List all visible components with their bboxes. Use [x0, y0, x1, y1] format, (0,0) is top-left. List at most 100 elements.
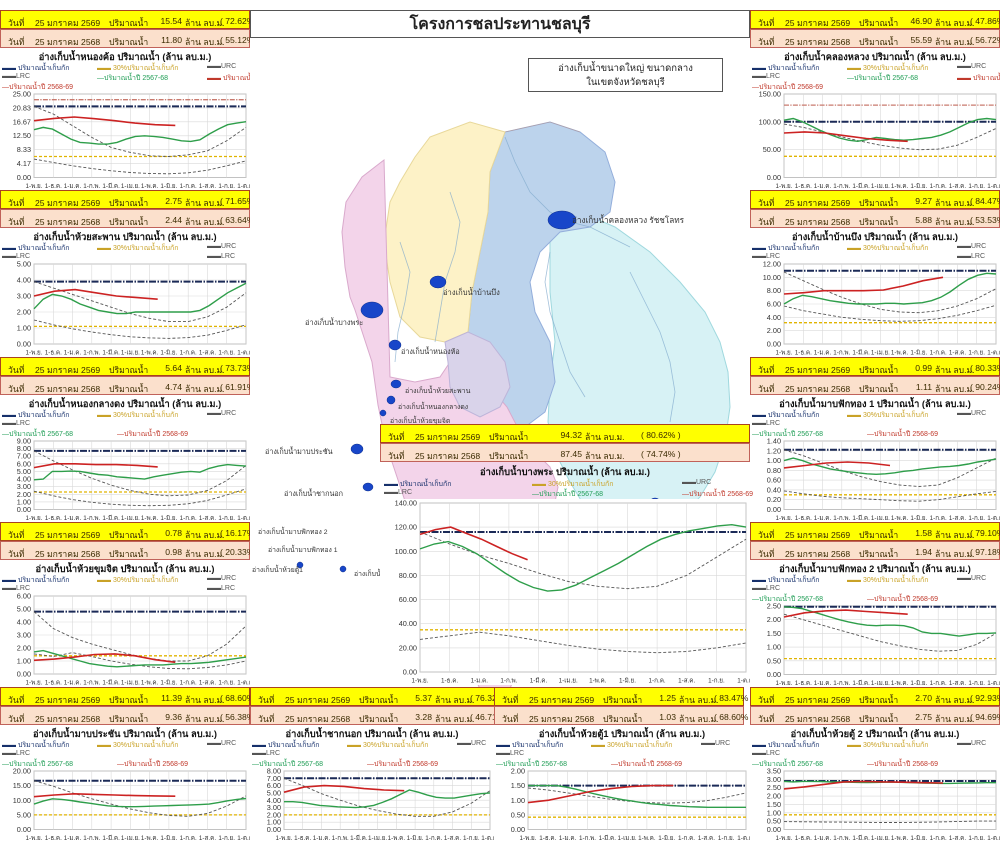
svg-text:9.00: 9.00: [17, 437, 31, 446]
svg-text:1-มิ.ย.: 1-มิ.ย.: [619, 677, 636, 685]
svg-text:1-พ.ย.: 1-พ.ย.: [26, 183, 43, 190]
svg-text:50.00: 50.00: [763, 145, 781, 154]
svg-text:1-ต.ค.: 1-ต.ค.: [987, 183, 1000, 190]
svg-text:1-ก.ค.: 1-ก.ค.: [678, 835, 695, 842]
svg-text:1-ก.พ.: 1-ก.พ.: [833, 835, 850, 842]
svg-text:1-พ.ค.: 1-พ.ค.: [891, 835, 909, 842]
svg-text:1.50: 1.50: [767, 799, 781, 808]
svg-text:4.00: 4.00: [17, 474, 31, 483]
svg-text:0.00: 0.00: [17, 340, 31, 349]
svg-text:4.00: 4.00: [17, 276, 31, 285]
svg-text:0.00: 0.00: [17, 173, 31, 182]
svg-text:1-พ.ย.: 1-พ.ย.: [776, 680, 793, 687]
svg-text:1-ธ.ค.: 1-ธ.ค.: [45, 680, 62, 687]
svg-text:3.50: 3.50: [767, 767, 781, 776]
svg-text:0.40: 0.40: [767, 485, 781, 494]
svg-text:1-ก.ค.: 1-ก.ค.: [649, 678, 666, 685]
svg-text:1-พ.ค.: 1-พ.ค.: [589, 678, 607, 685]
svg-text:1-ก.ค.: 1-ก.ค.: [180, 835, 197, 842]
svg-text:1-ธ.ค.: 1-ธ.ค.: [441, 678, 458, 685]
svg-text:1-ก.ย.: 1-ก.ย.: [718, 835, 735, 842]
svg-text:อ่างเก็บน้ำมาบประชัน: อ่างเก็บน้ำมาบประชัน: [265, 446, 333, 456]
svg-text:1-มิ.ย.: 1-มิ.ย.: [910, 834, 927, 842]
svg-text:1-มี.ค.: 1-มี.ค.: [599, 834, 617, 842]
svg-text:1-ก.ย.: 1-ก.ย.: [968, 515, 985, 522]
svg-text:1-ธ.ค.: 1-ธ.ค.: [45, 350, 62, 357]
svg-text:1-ก.ย.: 1-ก.ย.: [218, 515, 235, 522]
svg-text:1-ธ.ค.: 1-ธ.ค.: [795, 835, 812, 842]
svg-text:1-ก.พ.: 1-ก.พ.: [83, 183, 100, 190]
svg-text:1-ส.ค.: 1-ส.ค.: [444, 835, 461, 842]
svg-text:1-เม.ย.: 1-เม.ย.: [121, 183, 140, 190]
svg-text:1-ก.พ.: 1-ก.พ.: [579, 835, 596, 842]
svg-text:0.50: 0.50: [767, 656, 781, 665]
svg-text:1-มิ.ย.: 1-มิ.ย.: [407, 834, 424, 842]
svg-text:1-ส.ค.: 1-ส.ค.: [199, 350, 216, 357]
svg-text:1.50: 1.50: [767, 628, 781, 637]
svg-text:1-พ.ย.: 1-พ.ย.: [26, 515, 43, 522]
svg-text:1-มี.ค.: 1-มี.ค.: [852, 349, 870, 357]
svg-text:1-เม.ย.: 1-เม.ย.: [871, 515, 890, 522]
svg-text:1-เม.ย.: 1-เม.ย.: [121, 515, 140, 522]
svg-text:1-ส.ค.: 1-ส.ค.: [949, 350, 966, 357]
svg-text:1-พ.ย.: 1-พ.ย.: [26, 835, 43, 842]
svg-text:1.00: 1.00: [17, 324, 31, 333]
svg-text:1-ม.ค.: 1-ม.ค.: [64, 350, 82, 357]
svg-text:1-ม.ค.: 1-ม.ค.: [471, 678, 489, 685]
svg-text:1-ก.ย.: 1-ก.ย.: [218, 350, 235, 357]
svg-text:1-มี.ค.: 1-มี.ค.: [102, 349, 120, 357]
svg-text:1-พ.ย.: 1-พ.ย.: [412, 678, 429, 685]
svg-text:1-พ.ย.: 1-พ.ย.: [26, 350, 43, 357]
svg-text:1-เม.ย.: 1-เม.ย.: [121, 350, 140, 357]
svg-text:1-ก.พ.: 1-ก.พ.: [833, 680, 850, 687]
svg-text:120.00: 120.00: [395, 523, 417, 532]
svg-text:1-ธ.ค.: 1-ธ.ค.: [795, 183, 812, 190]
svg-text:1-ก.ค.: 1-ก.ค.: [180, 680, 197, 687]
svg-text:1-มิ.ย.: 1-มิ.ย.: [910, 679, 927, 687]
svg-text:1-พ.ค.: 1-พ.ค.: [141, 680, 159, 687]
svg-text:1-ม.ค.: 1-ม.ค.: [313, 835, 331, 842]
svg-text:1-ธ.ค.: 1-ธ.ค.: [795, 680, 812, 687]
svg-text:1.20: 1.20: [767, 446, 781, 455]
svg-text:1-เม.ย.: 1-เม.ย.: [871, 183, 890, 190]
svg-text:1.00: 1.00: [767, 642, 781, 651]
svg-text:1-ต.ค.: 1-ต.ค.: [987, 515, 1000, 522]
svg-text:1-ก.ค.: 1-ก.ค.: [180, 183, 197, 190]
svg-text:1-ก.พ.: 1-ก.พ.: [83, 835, 100, 842]
svg-text:1-พ.ค.: 1-พ.ค.: [638, 835, 656, 842]
svg-text:0.00: 0.00: [767, 670, 781, 679]
svg-text:0.00: 0.00: [767, 505, 781, 514]
svg-text:1.40: 1.40: [767, 437, 781, 446]
svg-text:1-มิ.ย.: 1-มิ.ย.: [160, 182, 177, 190]
svg-text:8.00: 8.00: [767, 286, 781, 295]
svg-text:1-พ.ค.: 1-พ.ค.: [891, 183, 909, 190]
svg-text:1-ส.ค.: 1-ส.ค.: [698, 835, 715, 842]
svg-text:1-เม.ย.: 1-เม.ย.: [121, 680, 140, 687]
svg-text:0.00: 0.00: [17, 670, 31, 679]
svg-text:1-ม.ค.: 1-ม.ค.: [814, 835, 832, 842]
svg-text:1-ก.ค.: 1-ก.ค.: [930, 183, 947, 190]
svg-text:1-มี.ค.: 1-มี.ค.: [852, 834, 870, 842]
svg-text:1-ม.ค.: 1-ม.ค.: [559, 835, 577, 842]
svg-text:0.00: 0.00: [767, 825, 781, 834]
svg-text:0.00: 0.00: [17, 825, 31, 834]
svg-text:0.50: 0.50: [767, 816, 781, 825]
svg-text:1-ก.ย.: 1-ก.ย.: [968, 350, 985, 357]
svg-text:8.33: 8.33: [17, 145, 31, 154]
svg-text:1-ก.ย.: 1-ก.ย.: [218, 835, 235, 842]
svg-text:8.00: 8.00: [267, 767, 281, 776]
svg-text:1-พ.ย.: 1-พ.ย.: [776, 183, 793, 190]
svg-text:1-ธ.ค.: 1-ธ.ค.: [539, 835, 556, 842]
svg-text:100.00: 100.00: [395, 547, 417, 556]
svg-text:1-พ.ค.: 1-พ.ค.: [141, 515, 159, 522]
svg-text:1-ก.ค.: 1-ก.ค.: [180, 350, 197, 357]
svg-text:1-พ.ค.: 1-พ.ค.: [141, 835, 159, 842]
svg-text:1-มิ.ย.: 1-มิ.ย.: [910, 514, 927, 522]
svg-text:1-ส.ค.: 1-ส.ค.: [199, 515, 216, 522]
svg-text:4.00: 4.00: [17, 618, 31, 627]
svg-text:20.00: 20.00: [399, 643, 417, 652]
svg-text:1-ส.ค.: 1-ส.ค.: [949, 515, 966, 522]
svg-text:1-มี.ค.: 1-มี.ค.: [102, 514, 120, 522]
svg-text:1-ส.ค.: 1-ส.ค.: [949, 835, 966, 842]
svg-text:1-มี.ค.: 1-มี.ค.: [350, 834, 368, 842]
